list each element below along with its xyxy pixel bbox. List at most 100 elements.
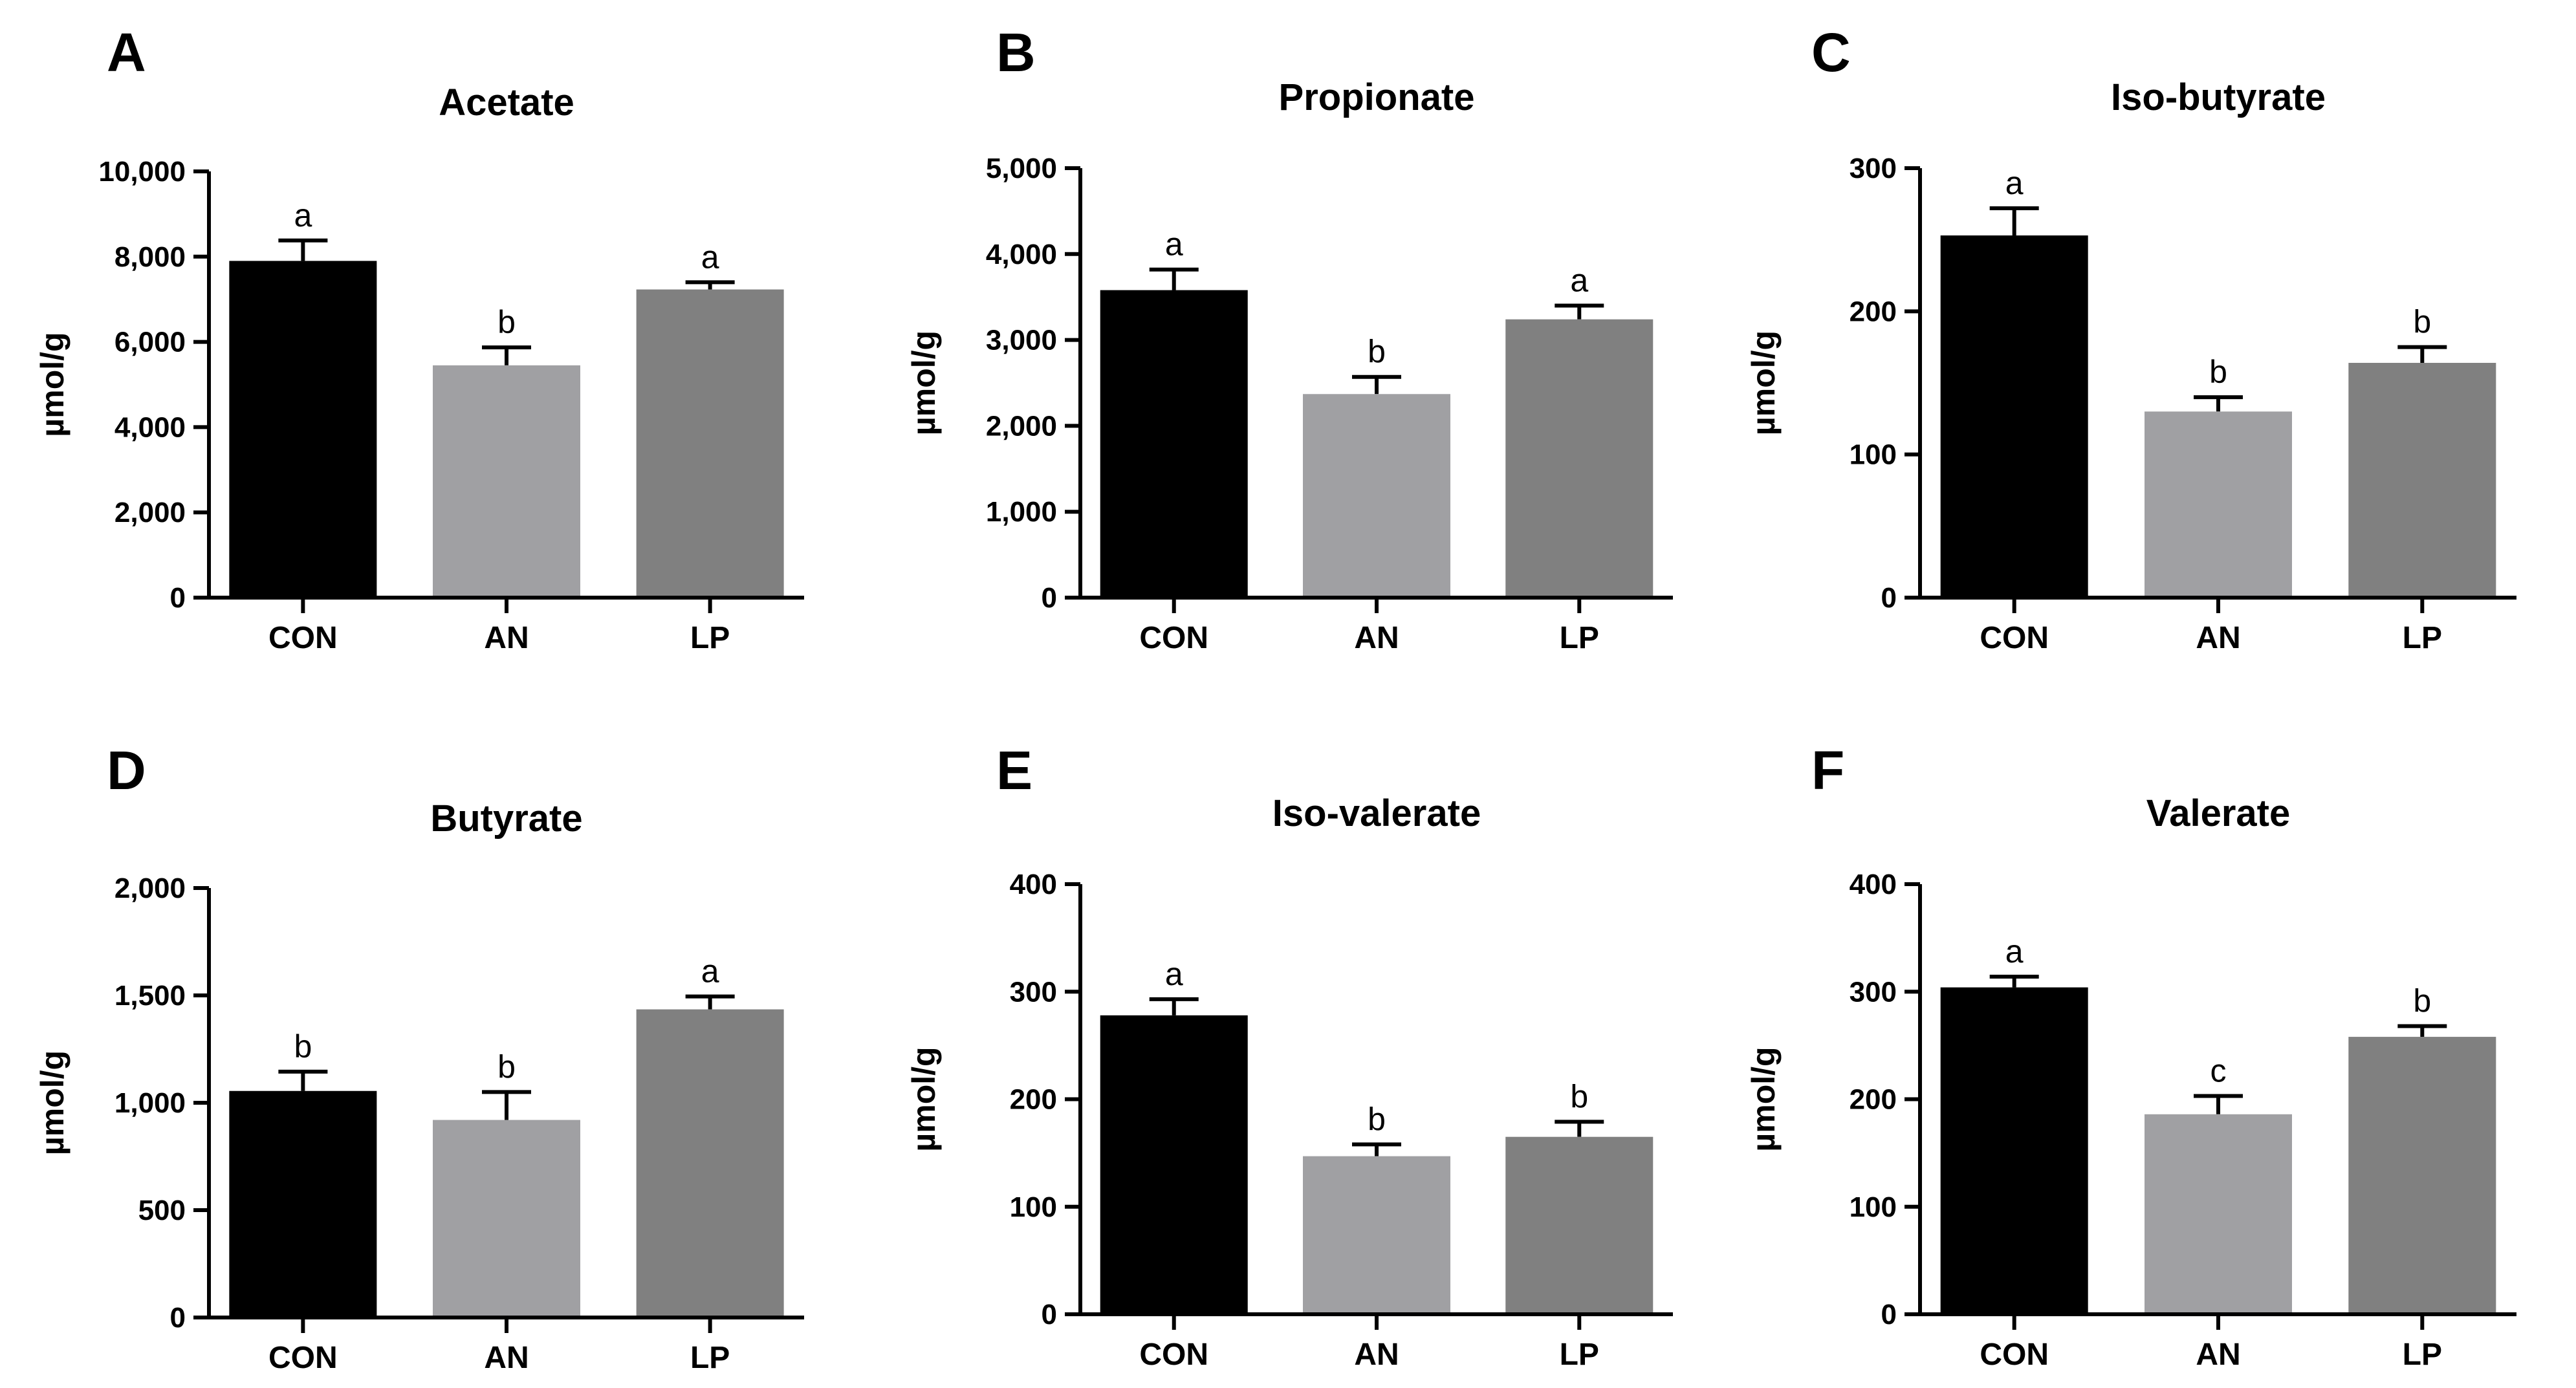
- y-tick-label: 2,000: [986, 410, 1057, 442]
- y-tick-label: 6,000: [115, 327, 186, 358]
- x-tick-label: CON: [1980, 621, 2049, 655]
- significance-label-an: b: [1368, 334, 1386, 370]
- y-tick-label: 5,000: [986, 153, 1057, 184]
- panel-letter: D: [107, 740, 146, 801]
- significance-label-an: b: [1368, 1101, 1386, 1137]
- x-tick-label: LP: [2403, 1338, 2442, 1372]
- chart-title: Butyrate: [430, 797, 582, 840]
- y-axis-label: µmol/g: [1745, 331, 1782, 435]
- y-axis-label: µmol/g: [1745, 1046, 1782, 1151]
- x-tick-label: AN: [484, 1341, 529, 1375]
- bar-an: [1303, 1156, 1450, 1314]
- bar-con: [1940, 235, 2088, 598]
- bar-con: [229, 1090, 377, 1318]
- panel-a: A Acetate µmol/g a CON b AN a LP 0 2,000 4,000 6,000…: [34, 22, 804, 655]
- significance-label-con: a: [2005, 933, 2024, 970]
- significance-label-an: b: [497, 1048, 516, 1085]
- y-axis-label: µmol/g: [34, 1050, 71, 1155]
- chart-title: Acetate: [439, 81, 574, 124]
- y-tick-label: 100: [1850, 1191, 1897, 1223]
- y-tick-label: 0: [170, 582, 186, 614]
- y-tick-label: 8,000: [115, 241, 186, 273]
- bar-an: [1303, 394, 1450, 598]
- bar-lp: [2348, 1037, 2496, 1314]
- panel-letter: E: [996, 740, 1032, 801]
- x-tick-label: CON: [1139, 1338, 1208, 1372]
- x-tick-label: AN: [2196, 1338, 2240, 1372]
- significance-label-lp: b: [2413, 304, 2431, 340]
- y-tick-label: 100: [1010, 1191, 1057, 1223]
- bar-lp: [1505, 319, 1654, 598]
- y-axis-label: µmol/g: [906, 1046, 942, 1151]
- x-tick-label: AN: [1354, 1338, 1399, 1372]
- bar-lp: [1505, 1136, 1654, 1314]
- significance-label-lp: a: [701, 953, 719, 990]
- x-tick-label: LP: [1560, 621, 1599, 655]
- y-tick-label: 100: [1850, 439, 1897, 471]
- y-tick-label: 0: [1042, 1299, 1057, 1330]
- y-tick-label: 300: [1850, 153, 1897, 184]
- x-tick-label: LP: [690, 621, 730, 655]
- y-axis-label: µmol/g: [34, 332, 71, 437]
- y-tick-label: 0: [1881, 1299, 1897, 1330]
- panel-f: F Valerate µmol/g a CON c AN b LP 0 100 200 300 400: [1745, 740, 2516, 1372]
- y-tick-label: 200: [1850, 1084, 1897, 1116]
- bar-con: [1940, 987, 2088, 1314]
- panel-letter: C: [1811, 22, 1851, 83]
- x-tick-label: LP: [2403, 621, 2442, 655]
- y-tick-label: 1,000: [986, 496, 1057, 528]
- x-tick-label: CON: [268, 621, 338, 655]
- panel-letter: A: [107, 22, 146, 83]
- significance-label-an: b: [2209, 354, 2227, 390]
- x-tick-label: CON: [1980, 1338, 2049, 1372]
- significance-label-lp: a: [1570, 262, 1588, 298]
- y-axis-label: µmol/g: [906, 331, 942, 435]
- bar-lp: [636, 1009, 784, 1318]
- y-tick-label: 4,000: [115, 411, 186, 443]
- y-tick-label: 1,500: [115, 980, 186, 1012]
- bar-an: [2145, 1114, 2292, 1314]
- significance-label-con: b: [294, 1028, 312, 1065]
- chart-title: Iso-butyrate: [2111, 76, 2326, 118]
- panel-letter: B: [996, 22, 1036, 83]
- y-tick-label: 300: [1010, 976, 1057, 1008]
- y-tick-label: 2,000: [115, 497, 186, 528]
- significance-label-lp: b: [2413, 982, 2431, 1019]
- panel-b: B Propionate µmol/g a CON b AN a LP 0 1,000 2,000 3,…: [906, 22, 1673, 655]
- chart-title: Propionate: [1279, 76, 1475, 118]
- bar-con: [229, 261, 377, 598]
- chart-title: Valerate: [2146, 792, 2291, 834]
- significance-label-con: a: [294, 197, 312, 233]
- significance-label-an: c: [2210, 1053, 2227, 1089]
- x-tick-label: LP: [690, 1341, 730, 1375]
- bar-an: [2145, 411, 2292, 598]
- x-tick-label: AN: [484, 621, 529, 655]
- bar-con: [1100, 1015, 1248, 1314]
- panel-letter: F: [1811, 740, 1844, 801]
- x-tick-label: AN: [2196, 621, 2240, 655]
- y-tick-label: 0: [1042, 582, 1057, 614]
- y-tick-label: 2,000: [115, 873, 186, 904]
- x-tick-label: CON: [268, 1341, 338, 1375]
- bar-an: [433, 1120, 580, 1318]
- chart-title: Iso-valerate: [1272, 792, 1481, 834]
- y-tick-label: 1,000: [115, 1087, 186, 1119]
- bar-lp: [636, 289, 784, 598]
- bar-con: [1100, 290, 1248, 598]
- significance-label-con: a: [1165, 956, 1183, 992]
- x-tick-label: AN: [1354, 621, 1399, 655]
- y-tick-label: 200: [1850, 296, 1897, 327]
- y-tick-label: 4,000: [986, 239, 1057, 270]
- y-tick-label: 500: [138, 1195, 186, 1226]
- y-tick-label: 3,000: [986, 325, 1057, 356]
- panel-c: C Iso-butyrate µmol/g a CON b AN b LP 0 100 200 300: [1745, 22, 2516, 655]
- y-tick-label: 200: [1010, 1084, 1057, 1116]
- y-tick-label: 400: [1010, 869, 1057, 900]
- significance-label-an: b: [497, 304, 516, 340]
- significance-label-con: a: [2005, 165, 2024, 201]
- x-tick-label: LP: [1560, 1338, 1599, 1372]
- y-tick-label: 0: [170, 1302, 186, 1334]
- significance-label-lp: b: [1570, 1078, 1588, 1114]
- y-tick-label: 10,000: [98, 156, 186, 188]
